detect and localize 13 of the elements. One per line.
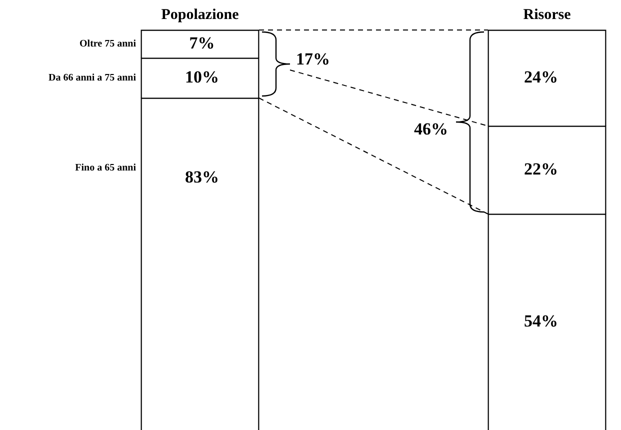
data-label: 54%: [524, 311, 558, 330]
annotation: 46%: [414, 119, 448, 138]
series-label: Da 66 anni a 75 anni: [48, 72, 136, 84]
data-label: 83%: [185, 167, 219, 186]
data-label: 10%: [185, 67, 219, 86]
data-label: 24%: [524, 67, 558, 86]
data-label: 22%: [524, 159, 558, 178]
x-tick-label: Risorse: [523, 6, 572, 23]
data-label: 7%: [189, 33, 215, 52]
series-label: Oltre 75 anni: [80, 38, 136, 50]
series-label: Fino a 65 anni: [75, 162, 136, 174]
annotation: 17%: [296, 49, 330, 68]
x-tick-label: Popolazione: [161, 6, 240, 23]
